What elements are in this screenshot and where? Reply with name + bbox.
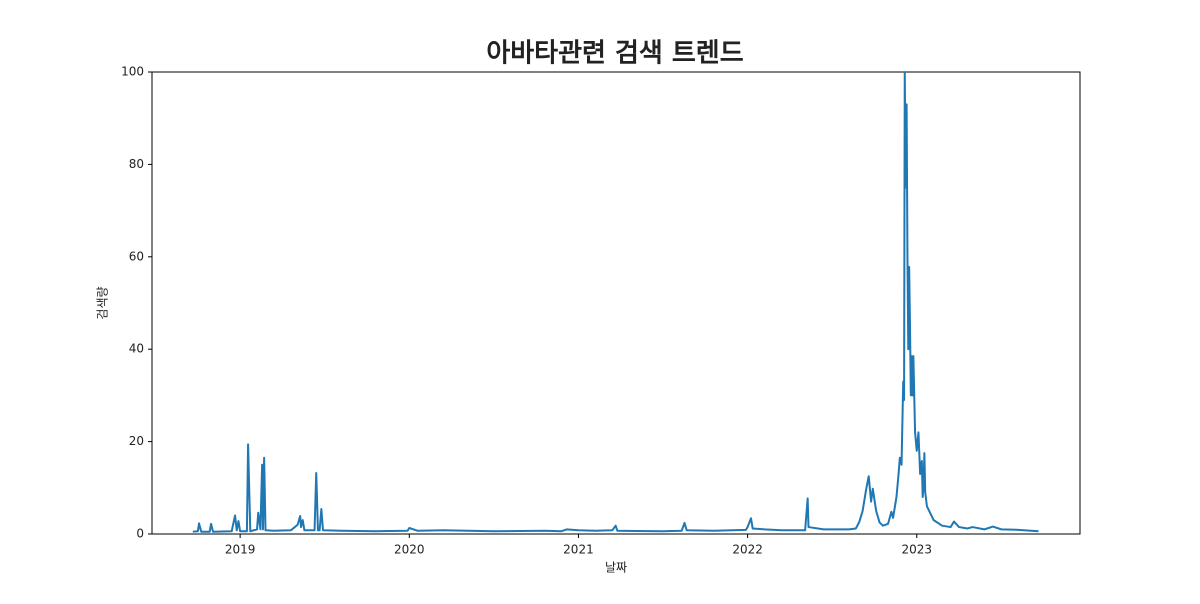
x-tick-label: 2019 [225, 543, 256, 557]
x-tick-label: 2023 [901, 543, 932, 557]
plot-frame [151, 71, 1081, 535]
chart-title: 아바타관련 검색 트렌드 [486, 39, 743, 69]
y-axis-label: 검색량 [96, 286, 110, 319]
line-series [192, 71, 1039, 533]
x-axis-label: 날짜 [605, 561, 627, 575]
x-tick-label: 2022 [732, 543, 763, 557]
y-tick-label: 100 [121, 65, 144, 79]
x-tick-label: 2021 [563, 543, 594, 557]
y-tick-label: 80 [129, 157, 144, 171]
y-tick-label: 0 [136, 527, 144, 541]
y-tick-label: 60 [129, 249, 144, 263]
x-tick-label: 2020 [394, 543, 425, 557]
y-tick-label: 20 [129, 434, 144, 448]
y-tick-label: 40 [129, 342, 144, 356]
